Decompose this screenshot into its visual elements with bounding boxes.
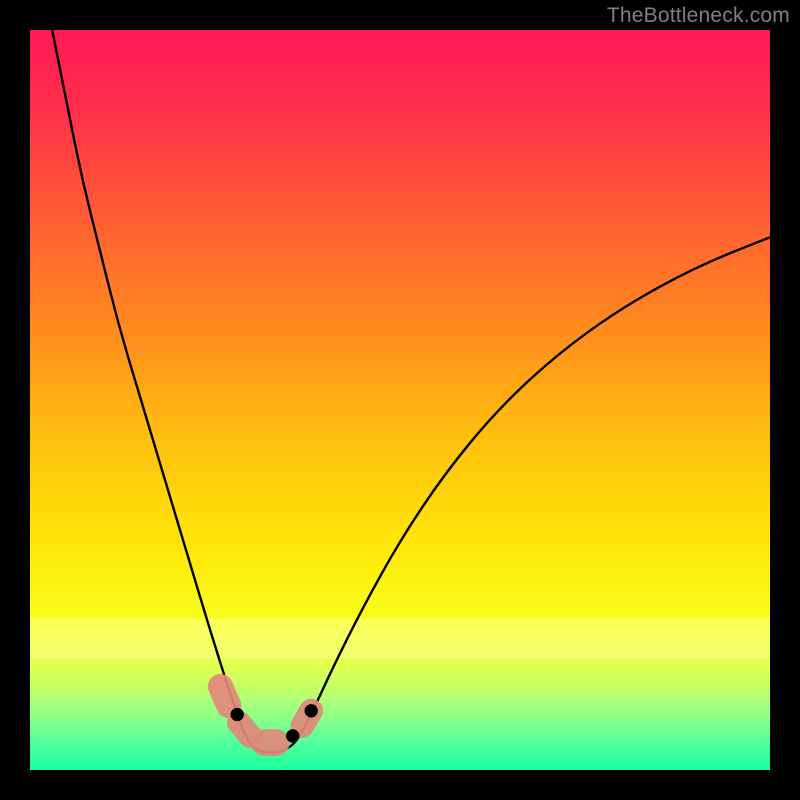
curve-markers [204, 670, 328, 756]
chart-overlay [30, 30, 770, 770]
marker-dot [286, 729, 299, 742]
chart-plot-area [30, 30, 770, 770]
marker-capsule [251, 729, 289, 756]
marker-dot [231, 708, 244, 721]
bottleneck-curve [52, 30, 770, 753]
marker-dot [305, 704, 318, 717]
watermark-text: TheBottleneck.com [607, 4, 790, 28]
bottleneck-chart-stage: TheBottleneck.com [0, 0, 800, 800]
